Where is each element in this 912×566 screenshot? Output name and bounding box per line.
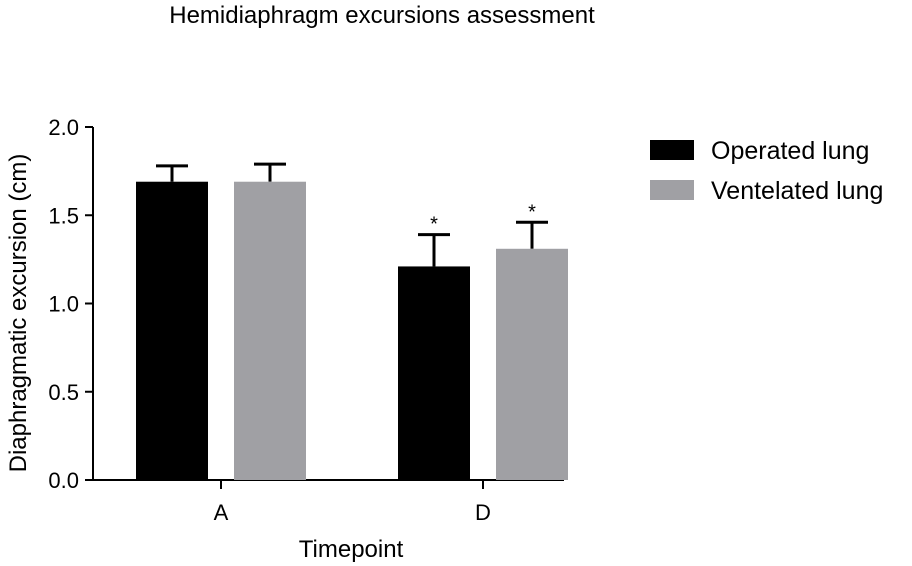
y-axis-label: Diaphragmatic excursion (cm) [5,154,32,473]
legend: Operated lung Ventelated lung [650,137,883,205]
bar [136,181,208,480]
chart-title: Hemidiaphragm excursions assessment [169,2,595,29]
bar [398,266,470,480]
legend-label: Ventelated lung [711,177,883,205]
legend-label: Operated lung [711,137,869,165]
significance-marker: * [528,201,536,223]
bars-group: ** [136,162,568,480]
y-tick-label: 1.5 [48,203,79,228]
legend-swatch [650,140,694,160]
y-tick-label: 0.5 [48,380,79,405]
x-tick-label: D [475,500,491,525]
significance-marker: * [430,214,438,236]
y-tick-label: 1.0 [48,292,79,317]
bar [496,248,568,480]
x-axis-label: Timepoint [299,536,404,563]
legend-swatch [650,180,694,200]
y-axis: 0.0 0.5 1.0 1.5 2.0 [48,115,94,493]
bar [234,181,306,480]
x-tick-label: A [214,500,229,525]
y-tick-label: 0.0 [48,468,79,493]
y-tick-label: 2.0 [48,115,79,140]
